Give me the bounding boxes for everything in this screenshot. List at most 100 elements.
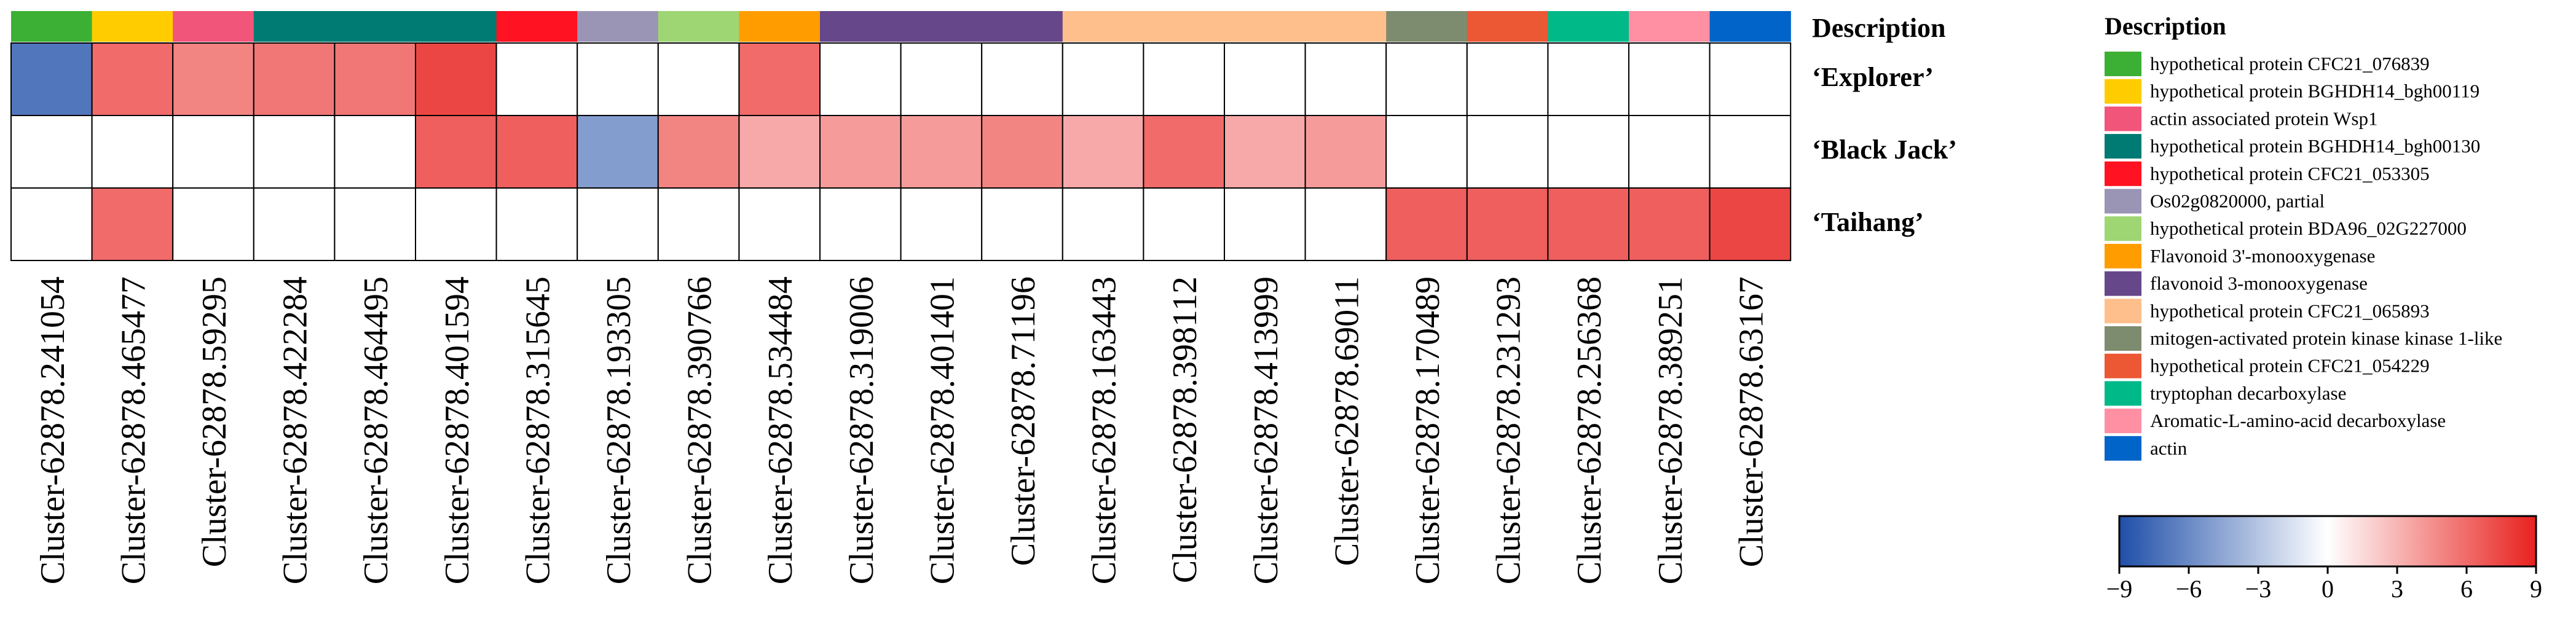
heatmap-cell — [1143, 115, 1226, 189]
heatmap-cell — [334, 187, 417, 261]
legend-label: hypothetical protein BGHDH14_bgh00130 — [2150, 135, 2480, 157]
colorbar: −9 −6 −3 0 3 6 9 — [2106, 515, 2542, 603]
heatmap-cell — [1304, 115, 1387, 189]
heatmap-cell — [738, 115, 821, 189]
heatmap-cell — [1547, 115, 1629, 189]
heatmap-cell — [1709, 42, 1792, 116]
group-bar-segment — [1548, 11, 1629, 42]
legend-swatch — [2105, 106, 2141, 131]
legend-label: hypothetical protein CFC21_065893 — [2150, 300, 2430, 321]
column-label: Cluster-62878.401401 — [923, 276, 961, 584]
legend-swatch — [2105, 381, 2141, 406]
heatmap-cell — [981, 187, 1063, 261]
group-bar-segment — [1143, 11, 1225, 42]
group-bar-segment — [1386, 11, 1468, 42]
column-label: Cluster-62878.534484 — [762, 276, 800, 584]
heatmap-cell — [1143, 42, 1226, 116]
group-bar-segment — [173, 11, 254, 42]
group-bar-segment — [820, 11, 902, 42]
legend-label: flavonoid 3-monooxygenase — [2150, 273, 2368, 294]
column-label: Cluster-62878.69011 — [1328, 276, 1366, 566]
column-label: Cluster-62878.163443 — [1085, 276, 1124, 584]
colorbar-tick-label: 0 — [2322, 575, 2334, 603]
column-label: Cluster-62878.59295 — [195, 276, 234, 567]
heatmap-cell — [10, 42, 93, 116]
heatmap-cell — [1224, 42, 1306, 116]
heatmap-cell — [1143, 187, 1226, 261]
colorbar-tick-label: −9 — [2106, 575, 2133, 603]
group-bar-segment — [1224, 11, 1306, 42]
heatmap-cell — [91, 187, 174, 261]
heatmap-cell — [1304, 42, 1387, 116]
legend-swatch — [2105, 79, 2141, 104]
legend-label: Aromatic-L-amino-acid decarboxylase — [2150, 410, 2446, 431]
heatmap-cell — [819, 187, 902, 261]
group-bar-segment — [1709, 11, 1791, 42]
group-bar-segment — [253, 11, 335, 42]
heatmap-cell — [253, 42, 336, 116]
column-label: Cluster-62878.170489 — [1409, 276, 1447, 584]
heatmap-cell — [1709, 115, 1792, 189]
group-color-bar — [11, 11, 1791, 42]
group-bar-segment — [1467, 11, 1548, 42]
heatmap-cell — [172, 42, 254, 116]
group-bar-segment — [1062, 11, 1144, 42]
group-bar-segment — [982, 11, 1063, 42]
legend-label: hypothetical protein CFC21_053305 — [2150, 163, 2430, 184]
column-label: Cluster-62878.71196 — [1004, 276, 1042, 566]
legend-label: hypothetical protein CFC21_076839 — [2150, 53, 2430, 74]
group-bar-segment — [496, 11, 578, 42]
heatmap-cell — [657, 115, 740, 189]
heatmap-cell — [981, 42, 1063, 116]
row-labels: Description ‘Explorer’ ‘Black Jack’ ‘Tai… — [1812, 13, 1957, 237]
heatmap-cell — [495, 187, 578, 261]
heatmap-cell — [253, 115, 336, 189]
legend-swatch — [2105, 52, 2141, 76]
heatmap-cell — [415, 42, 497, 116]
column-label: Cluster-62878.389251 — [1652, 276, 1690, 584]
heatmap-cell — [1628, 42, 1711, 116]
heatmap-cell — [1466, 115, 1549, 189]
heatmap-cell — [91, 42, 174, 116]
heatmap-cell — [10, 187, 93, 261]
heatmap-cell — [1547, 42, 1629, 116]
group-bar-segment — [416, 11, 497, 42]
legend-swatch — [2105, 299, 2141, 324]
group-bar-segment — [1305, 11, 1387, 42]
legend-swatch — [2105, 326, 2141, 351]
colorbar-tick-label: 9 — [2530, 575, 2542, 603]
column-label: Cluster-62878.464495 — [357, 276, 395, 584]
heatmap-cell — [1385, 115, 1468, 189]
heatmap-cell — [577, 187, 659, 261]
colorbar-tick-label: 3 — [2391, 575, 2403, 603]
legend-swatch — [2105, 243, 2141, 268]
row-header-description: Description — [1812, 13, 1946, 43]
heatmap-cell — [10, 115, 93, 189]
heatmap-cell — [1224, 187, 1306, 261]
legend-label: tryptophan decarboxylase — [2150, 382, 2346, 404]
legend-label: actin associated protein Wsp1 — [2150, 108, 2377, 129]
heatmap-cells — [10, 42, 1792, 261]
legend-label: Flavonoid 3'-monooxygenase — [2150, 245, 2375, 267]
heatmap-cell — [1385, 187, 1468, 261]
heatmap-cell — [91, 115, 174, 189]
heatmap-cell — [495, 115, 578, 189]
heatmap-cell — [1628, 115, 1711, 189]
heatmap-cell — [415, 187, 497, 261]
legend-label: actin — [2150, 437, 2188, 459]
heatmap-cell — [253, 187, 336, 261]
legend-swatch — [2105, 134, 2141, 159]
heatmap-cell — [1062, 42, 1144, 116]
heatmap-cell — [172, 187, 254, 261]
legend-swatch — [2105, 409, 2141, 434]
legend-label: hypothetical protein CFC21_054229 — [2150, 355, 2430, 377]
column-label: Cluster-62878.398112 — [1166, 276, 1204, 583]
column-label: Cluster-62878.241054 — [34, 276, 72, 584]
colorbar-tick-label: 6 — [2460, 575, 2473, 603]
heatmap-cell — [900, 42, 983, 116]
legend-swatch — [2105, 189, 2141, 214]
heatmap-cell — [1547, 187, 1629, 261]
heatmap-cell — [1304, 187, 1387, 261]
legend-swatch — [2105, 161, 2141, 186]
